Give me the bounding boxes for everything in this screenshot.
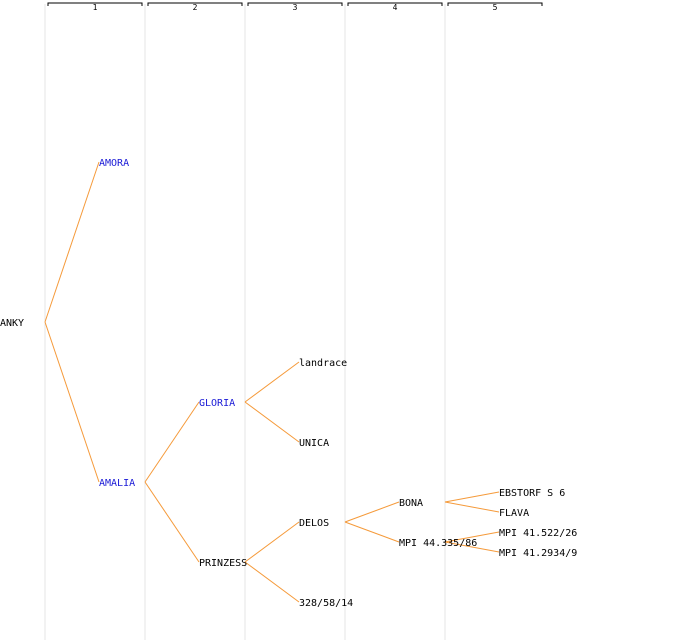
node-amora[interactable]: AMORA [99, 158, 129, 169]
pedigree-labels: ANKY AMORA AMALIA GLORIA PRINZESS landrace UNI… [0, 158, 577, 609]
node-n328: 328/58/14 [299, 598, 353, 609]
node-bona: BONA [399, 498, 423, 509]
generation-bracket-5 [447, 2, 543, 6]
edge-amalia-prinzess [144, 481, 200, 563]
pedigree-edges [44, 161, 500, 603]
generation-number-3: 3 [293, 3, 298, 12]
generation-bracket-4 [347, 2, 443, 6]
edge-gloria-unica [244, 401, 300, 443]
node-ebstorf: EBSTORF S 6 [499, 488, 565, 499]
edge-bona-flava [444, 501, 500, 513]
generation-number-4: 4 [393, 3, 398, 12]
generation-bracket-3 [247, 2, 343, 6]
generation-number-2: 2 [193, 3, 198, 12]
node-mpi44: MPI 44.335/86 [399, 538, 477, 549]
edge-anky-amalia [44, 321, 100, 483]
node-unica: UNICA [299, 438, 329, 449]
node-amalia[interactable]: AMALIA [99, 478, 135, 489]
edge-prinzess-delos [244, 521, 300, 563]
edge-mpi44-mpi41b [444, 541, 500, 553]
node-gloria[interactable]: GLORIA [199, 398, 235, 409]
edge-delos-mpi44 [344, 521, 400, 543]
node-landrace: landrace [299, 358, 347, 369]
edge-delos-bona [344, 501, 400, 523]
generation-bracket-1 [47, 2, 143, 6]
node-anky: ANKY [0, 318, 24, 329]
edge-anky-amora [44, 161, 100, 323]
node-prinzess: PRINZESS [199, 558, 247, 569]
node-delos: DELOS [299, 518, 329, 529]
generation-number-5: 5 [493, 3, 498, 12]
column-rules [44, 4, 446, 640]
node-flava: FLAVA [499, 508, 529, 519]
generation-number-1: 1 [93, 3, 98, 12]
edge-amalia-gloria [144, 401, 200, 483]
edge-gloria-landrace [244, 361, 300, 403]
edge-prinzess-n328 [244, 561, 300, 603]
node-mpi41a: MPI 41.522/26 [499, 528, 577, 539]
edge-mpi44-mpi41a [444, 531, 500, 543]
node-mpi41b: MPI 41.2934/9 [499, 548, 577, 559]
edge-bona-ebstorf [444, 491, 500, 503]
generation-header: 1 2 3 4 5 [47, 2, 543, 12]
generation-bracket-2 [147, 2, 243, 6]
